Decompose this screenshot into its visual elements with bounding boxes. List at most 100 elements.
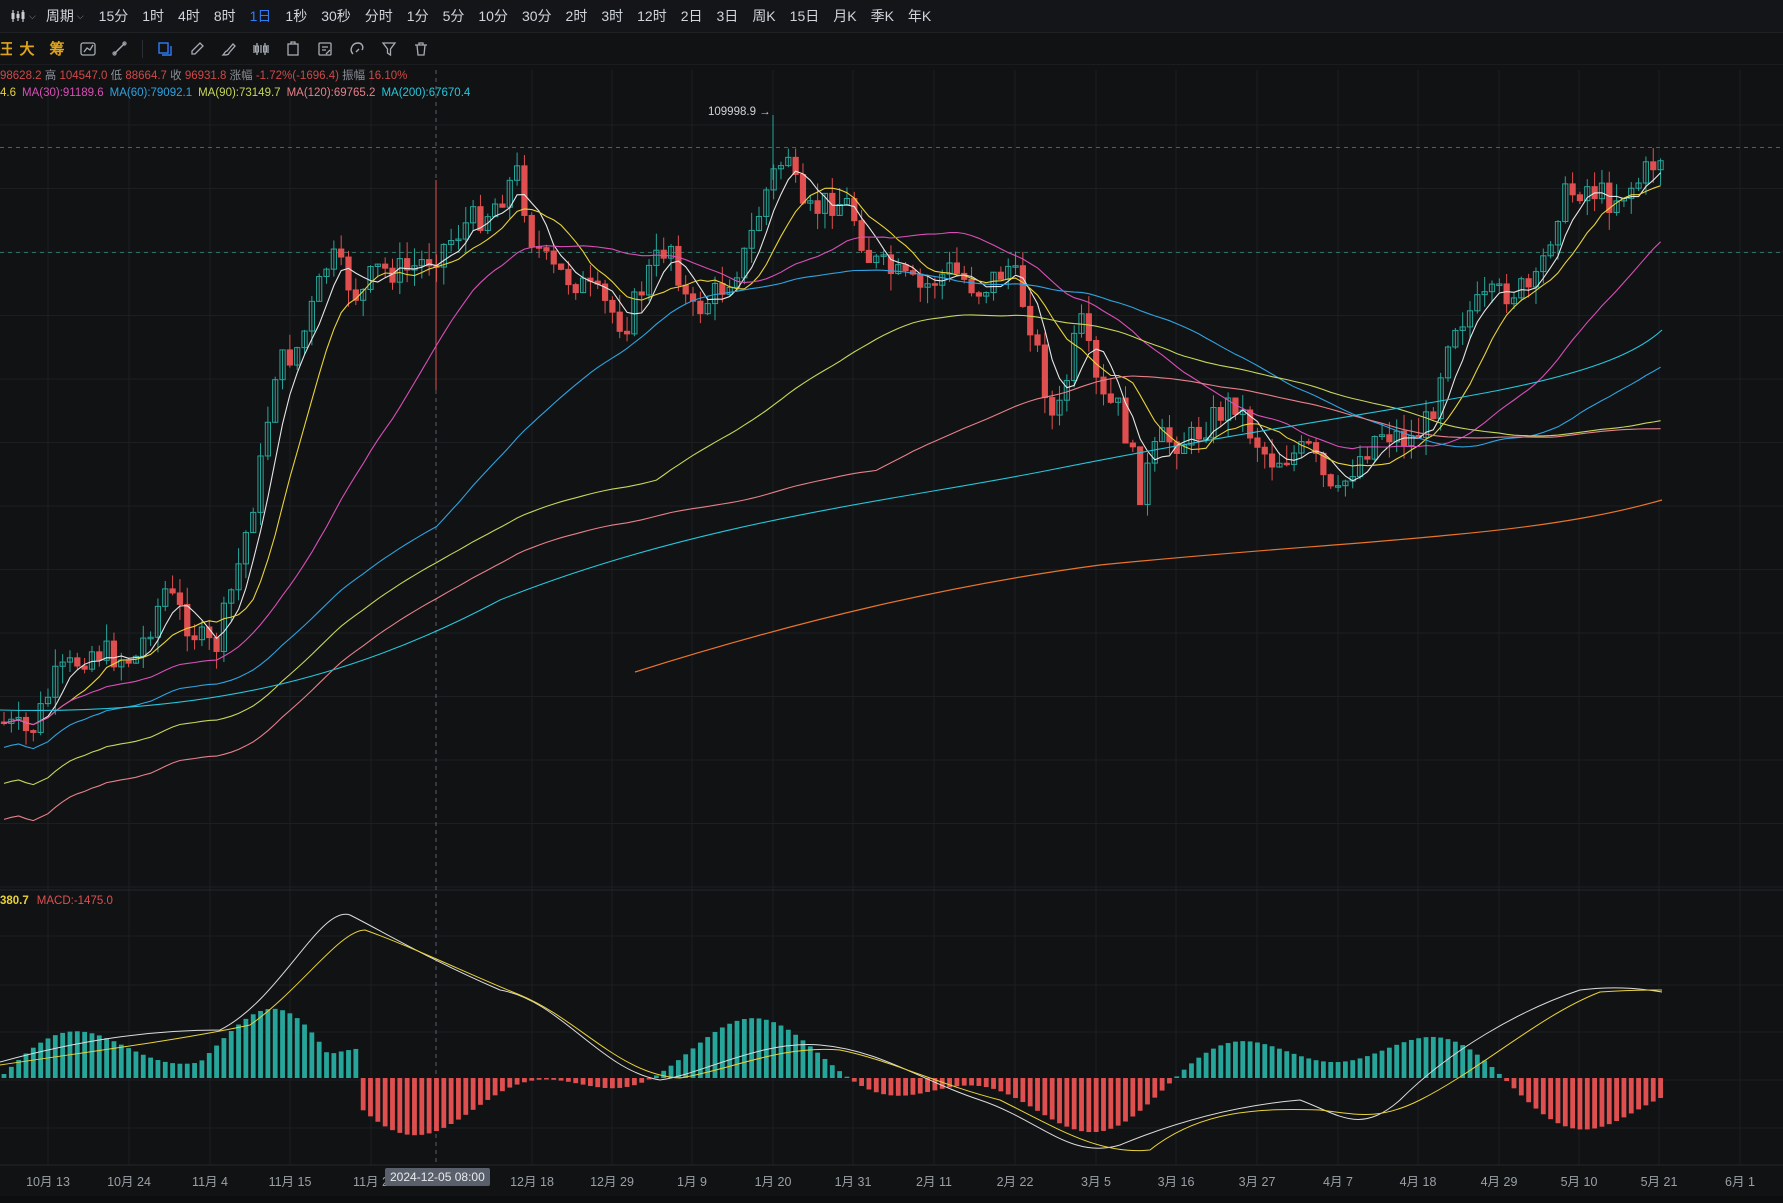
candle-body	[44, 696, 52, 705]
candle-body	[374, 263, 381, 267]
candle-body	[418, 259, 425, 267]
candle-body	[59, 661, 66, 667]
macd-bar	[1013, 1078, 1018, 1099]
ruler-tool-button[interactable]	[104, 33, 136, 64]
timeframe-button[interactable]: 1时	[142, 8, 165, 24]
macd-bar	[1174, 1076, 1180, 1078]
macd-bar	[873, 1078, 879, 1093]
copy-tool-button[interactable]	[149, 33, 181, 64]
macd-bar	[1093, 1078, 1099, 1133]
x-tick-label: 5月 10	[1560, 1175, 1598, 1189]
candle-body	[1041, 344, 1048, 399]
filter-icon	[381, 41, 397, 56]
shape-tool-button[interactable]	[277, 33, 309, 64]
timeframe-button[interactable]: 4时	[178, 8, 200, 24]
shape-icon	[287, 40, 299, 56]
macd-bar	[1181, 1069, 1187, 1078]
timeframe-button[interactable]: 周K	[752, 8, 776, 24]
timeframe-button[interactable]: 30分	[521, 8, 552, 24]
candle-body	[1371, 436, 1378, 460]
macd-bar	[1357, 1058, 1363, 1078]
timeframe-button[interactable]: 季K	[870, 8, 894, 24]
macd-bar	[653, 1075, 659, 1078]
pattern-icon	[253, 42, 269, 55]
brush-tool-button[interactable]	[213, 33, 245, 64]
candle-body	[1012, 265, 1019, 268]
pencil-tool-button[interactable]	[181, 33, 213, 64]
macd-bar	[910, 1078, 916, 1095]
candle-body	[1562, 183, 1569, 223]
macd-bar	[969, 1078, 974, 1086]
x-tick-label: 1月 20	[754, 1175, 792, 1189]
amplitude-value: 16.10%	[368, 70, 408, 82]
timeframe-button[interactable]: 分时	[364, 8, 393, 24]
high-label: 高	[44, 70, 57, 82]
candle-body	[1569, 183, 1576, 196]
indicator-chou-button[interactable]: 筹	[49, 41, 65, 58]
candle-body	[1195, 426, 1202, 440]
candle-body	[338, 248, 345, 258]
macd-bar	[346, 1050, 351, 1078]
timeframe-button[interactable]: 月K	[833, 8, 857, 24]
timeframe-button[interactable]: 5分	[442, 8, 465, 24]
indicator-wang-button[interactable]: 王	[0, 41, 12, 58]
macd-bar	[272, 1008, 278, 1078]
macd-bar	[192, 1063, 197, 1078]
candle-body	[770, 168, 777, 191]
macd-bar	[1049, 1078, 1055, 1120]
timeframe-button[interactable]: 15分	[98, 8, 129, 24]
x-tick-label: 3月 5	[1081, 1175, 1111, 1189]
note-tool-button[interactable]	[309, 33, 341, 64]
indicator-da-button[interactable]: 大	[19, 41, 35, 58]
timeframe-bar: ⌵ 周期 ⌵ 15分 1时 4时 8时 1日 1秒 30秒 分时 1分 5分 10分 30分 2时 3时 1…	[0, 0, 1783, 33]
timeframe-button[interactable]: 2时	[565, 8, 588, 24]
macd-bar	[23, 1053, 29, 1078]
timeframe-button[interactable]: 3时	[601, 8, 624, 24]
macd-bar	[1386, 1047, 1392, 1078]
indicator-tool-button[interactable]	[72, 33, 104, 64]
period-selector[interactable]: 周期 ⌵	[40, 6, 92, 26]
filter-tool-button[interactable]	[373, 33, 405, 64]
candle-body	[154, 605, 162, 638]
timeframe-button[interactable]: 1秒	[285, 8, 308, 24]
macd-bar	[705, 1037, 711, 1078]
pattern-tool-button[interactable]	[245, 33, 277, 64]
macd-bar	[1350, 1060, 1356, 1078]
x-tick-label: 11月 2	[353, 1175, 389, 1189]
timeframe-button[interactable]: 年K	[907, 8, 932, 24]
delete-tool-button[interactable]	[405, 33, 437, 64]
candle-body	[440, 243, 447, 268]
macd-bar	[1474, 1054, 1480, 1078]
macd-bar	[1079, 1078, 1084, 1132]
timeframe-button[interactable]: 1分	[406, 8, 429, 24]
macd-bar	[800, 1040, 806, 1078]
timeframe-button[interactable]: 12时	[637, 8, 667, 24]
timeframe-button[interactable]: 15日	[789, 8, 820, 24]
x-tick-label: 6月 1	[1725, 1175, 1755, 1189]
candle-body	[125, 659, 132, 664]
macd-bar	[719, 1027, 725, 1078]
macd-bar	[551, 1078, 557, 1080]
timeframe-button[interactable]: 30秒	[321, 8, 351, 24]
macd-bar	[1401, 1042, 1407, 1078]
timeframe-button[interactable]: 1日	[249, 8, 272, 24]
timeframe-button[interactable]: 3日	[716, 8, 739, 24]
macd-bar	[1247, 1041, 1253, 1078]
macd-bar	[30, 1047, 36, 1078]
candle-body	[1122, 397, 1129, 444]
macd-bar	[668, 1065, 674, 1078]
macd-bar	[16, 1059, 22, 1078]
chart-type-selector[interactable]: ⌵	[0, 9, 40, 23]
macd-bar	[89, 1033, 95, 1078]
timeframe-button[interactable]: 8时	[213, 8, 236, 24]
timeframe-button[interactable]: 10分	[478, 8, 508, 24]
macd-bar	[529, 1078, 535, 1081]
candle-body	[858, 220, 865, 251]
candle-body	[543, 247, 550, 252]
timeframe-button[interactable]: 2日	[680, 8, 703, 24]
macd-bar	[228, 1031, 234, 1078]
candlestick-chart-icon	[11, 10, 25, 22]
magnet-tool-button[interactable]	[341, 33, 373, 64]
ma-line	[3, 314, 1661, 786]
